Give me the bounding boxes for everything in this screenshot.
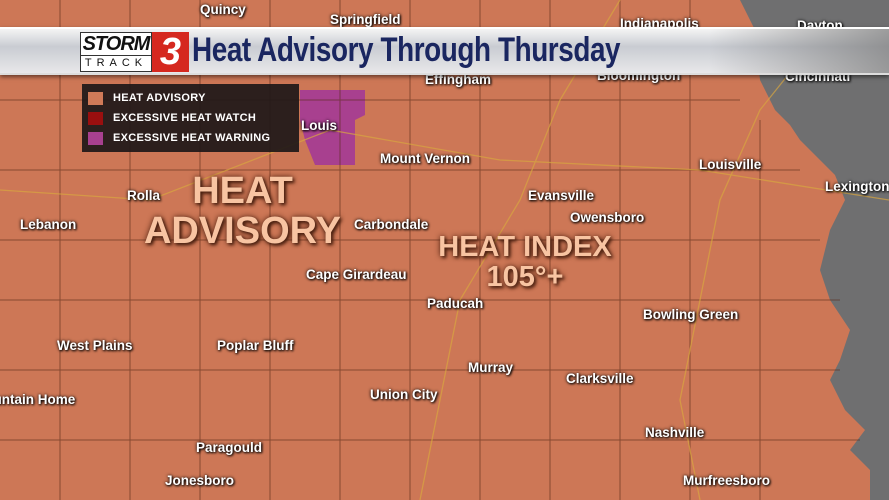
city-lexington: Lexington [825,179,889,194]
heat-advisory-line2: ADVISORY [143,209,342,252]
heat-index-line1: HEAT INDEX [438,231,612,263]
city-cape-girardeau: Cape Girardeau [306,267,407,282]
legend-label: EXCESSIVE HEAT WATCH [113,112,257,124]
legend-label: HEAT ADVISORY [113,92,206,104]
city-clarksville: Clarksville [566,371,634,386]
legend-item-excessive-heat-watch: EXCESSIVE HEAT WATCH [88,108,299,128]
legend-swatch [88,131,103,145]
legend-item-excessive-heat-warning: EXCESSIVE HEAT WARNING [88,128,299,148]
excessive-heat-warning-area [300,90,365,165]
heat-index-label: HEAT INDEX 105°+ [420,232,630,293]
city-murray: Murray [468,360,514,375]
city-west-plains: West Plains [57,338,133,353]
county-lines [0,0,860,500]
city-murfreesboro: Murfreesboro [683,473,771,488]
heat-advisory-line1: HEAT [192,170,293,212]
city-louisville: Louisville [699,157,762,172]
city-mount-vernon: Mount Vernon [380,151,470,166]
city-owensboro: Owensboro [570,210,645,225]
city-lebanon: Lebanon [20,217,77,232]
city-paducah: Paducah [427,296,484,311]
city-effingham: Effingham [425,72,491,87]
city-rolla: Rolla [127,188,161,203]
legend-swatch [88,91,103,105]
legend-item-heat-advisory: HEAT ADVISORY [88,88,299,108]
heat-advisory-label: HEAT ADVISORY [130,170,355,252]
city-nashville: Nashville [645,425,705,440]
city-springfield: Springfield [330,12,401,27]
city-union-city: Union City [370,387,438,402]
city-carbondale: Carbondale [354,217,429,232]
heat-index-value: 105°+ [486,261,564,294]
city-poplar-bluff: Poplar Bluff [217,338,294,353]
page-title: Heat Advisory Through Thursday [192,31,621,69]
city-paragould: Paragould [196,440,263,455]
legend: HEAT ADVISORY EXCESSIVE HEAT WATCH EXCES… [82,84,299,152]
title-banner: STORM TRACK 3 Heat Advisory Through Thurs… [0,27,889,75]
city-quincy: Quincy [200,2,246,17]
city-bowling-green: Bowling Green [643,307,739,322]
city-mountain-home: Mountain Home [0,392,76,407]
city-st-louis: Louis [301,118,337,133]
city-jonesboro: Jonesboro [165,473,235,488]
city-evansville: Evansville [528,188,595,203]
legend-label: EXCESSIVE HEAT WARNING [113,132,271,144]
legend-swatch [88,111,103,125]
storm-track-3-logo: STORM TRACK 3 [80,32,189,72]
